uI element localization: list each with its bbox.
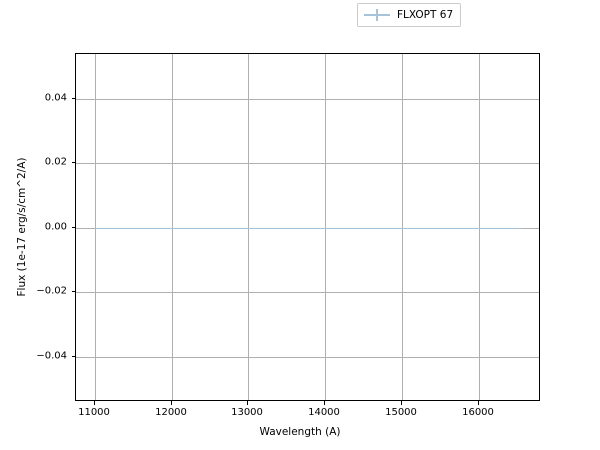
gridline-vertical-15000 (402, 54, 403, 400)
gridline-vertical-16000 (479, 54, 480, 400)
y-tick-0.04 (71, 98, 75, 99)
x-tick-label-15000: 15000 (385, 407, 417, 418)
gridline-horizontal--0.04 (76, 357, 539, 358)
y-tick-label-0.04: 0.04 (44, 92, 67, 104)
errorbar-marker-icon (364, 8, 390, 22)
y-tick--0.02 (71, 291, 75, 292)
chart-legend[interactable]: FLXOPT 67 (357, 3, 462, 27)
x-tick-label-14000: 14000 (308, 407, 340, 418)
x-tick-label-16000: 16000 (462, 407, 494, 418)
gridline-horizontal-0.04 (76, 99, 539, 100)
x-tick-13000 (247, 401, 248, 405)
series-line-flxopt-67 (95, 227, 521, 230)
y-tick-label--0.04: −0.04 (36, 350, 67, 362)
y-tick-label-0.02: 0.02 (44, 156, 67, 168)
legend-entry-flxopt-67[interactable]: FLXOPT 67 (364, 8, 453, 22)
x-tick-16000 (478, 401, 479, 405)
y-tick-0.02 (71, 162, 75, 163)
gridline-vertical-13000 (248, 54, 249, 400)
x-tick-label-13000: 13000 (231, 407, 263, 418)
x-tick-15000 (401, 401, 402, 405)
legend-label: FLXOPT 67 (397, 9, 454, 21)
y-tick-label-0.00: 0.00 (44, 221, 67, 233)
gridline-vertical-14000 (325, 54, 326, 400)
gridline-horizontal--0.02 (76, 292, 539, 293)
gridline-vertical-12000 (172, 54, 173, 400)
x-tick-label-11000: 11000 (78, 407, 110, 418)
y-axis-label: Flux (1e-17 erg/s/cm^2/A) (16, 157, 28, 297)
y-tick--0.04 (71, 356, 75, 357)
gridline-horizontal-0.02 (76, 163, 539, 164)
y-tick-label--0.02: −0.02 (36, 285, 67, 297)
x-axis-label: Wavelength (A) (259, 426, 341, 438)
y-tick-0.00 (71, 227, 75, 228)
x-tick-label-12000: 12000 (155, 407, 187, 418)
x-tick-12000 (171, 401, 172, 405)
gridline-vertical-11000 (95, 54, 96, 400)
plot-axes (75, 53, 540, 401)
x-tick-11000 (94, 401, 95, 405)
plot-area (76, 54, 539, 400)
x-tick-14000 (324, 401, 325, 405)
